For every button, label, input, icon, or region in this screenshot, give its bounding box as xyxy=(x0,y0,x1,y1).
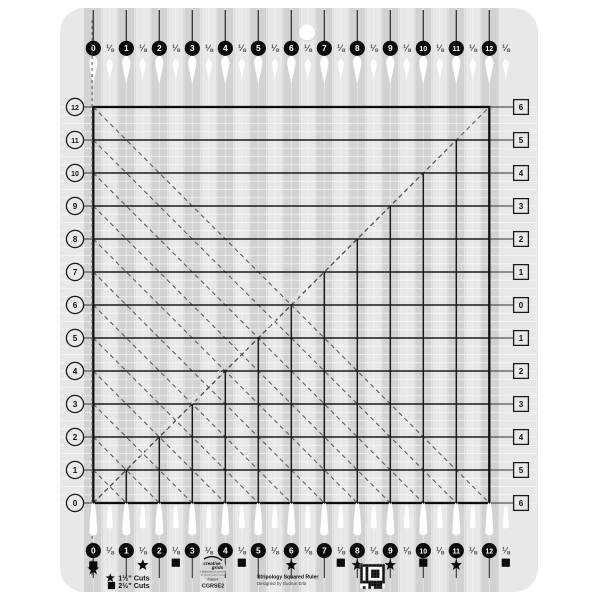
svg-text:12: 12 xyxy=(485,549,493,556)
svg-text:8: 8 xyxy=(355,546,360,556)
svg-text:⅛: ⅛ xyxy=(205,545,214,556)
svg-text:⅛: ⅛ xyxy=(370,43,379,54)
svg-text:8: 8 xyxy=(355,43,360,53)
svg-text:6: 6 xyxy=(519,103,524,112)
svg-text:⅛: ⅛ xyxy=(337,43,346,54)
svg-text:4: 4 xyxy=(519,433,524,442)
svg-text:4: 4 xyxy=(519,169,524,178)
svg-text:12: 12 xyxy=(485,46,493,53)
svg-text:Patent: Patent xyxy=(208,578,220,582)
svg-text:7: 7 xyxy=(73,268,78,277)
svg-text:⅛: ⅛ xyxy=(304,545,313,556)
svg-text:4: 4 xyxy=(223,43,228,53)
svg-text:⅛: ⅛ xyxy=(238,43,247,54)
svg-text:⅛: ⅛ xyxy=(502,43,511,54)
svg-text:11: 11 xyxy=(453,46,461,53)
svg-text:6: 6 xyxy=(519,499,524,508)
svg-text:12: 12 xyxy=(71,105,79,112)
svg-text:⅛: ⅛ xyxy=(304,43,313,54)
svg-text:11: 11 xyxy=(71,138,79,145)
svg-text:3: 3 xyxy=(190,546,195,556)
svg-text:3: 3 xyxy=(519,202,524,211)
svg-text:⅛: ⅛ xyxy=(238,545,247,556)
svg-text:4: 4 xyxy=(223,546,228,556)
svg-text:Designed by Gudrun Erla: Designed by Gudrun Erla xyxy=(257,581,307,586)
svg-text:2: 2 xyxy=(519,367,524,376)
svg-text:⅛: ⅛ xyxy=(337,545,346,556)
svg-text:1: 1 xyxy=(124,43,129,53)
svg-text:5: 5 xyxy=(519,466,524,475)
svg-text:2: 2 xyxy=(157,546,162,556)
svg-text:⅛: ⅛ xyxy=(436,43,445,54)
svg-text:⅛: ⅛ xyxy=(172,43,181,54)
svg-text:⅛: ⅛ xyxy=(502,545,511,556)
svg-text:⅛: ⅛ xyxy=(271,43,280,54)
svg-text:6: 6 xyxy=(289,43,294,53)
svg-text:0: 0 xyxy=(91,546,96,556)
svg-text:7: 7 xyxy=(322,546,327,556)
svg-text:5: 5 xyxy=(256,43,261,53)
svg-text:6: 6 xyxy=(289,546,294,556)
svg-text:1: 1 xyxy=(519,268,524,277)
svg-text:10: 10 xyxy=(419,549,427,556)
svg-text:⅛: ⅛ xyxy=(139,43,148,54)
svg-text:9: 9 xyxy=(73,202,78,211)
svg-text:1: 1 xyxy=(519,334,524,343)
svg-text:0: 0 xyxy=(73,499,78,508)
svg-text:⅛: ⅛ xyxy=(106,545,115,556)
svg-text:⅛: ⅛ xyxy=(469,545,478,556)
svg-text:10: 10 xyxy=(71,171,79,178)
svg-text:10: 10 xyxy=(419,46,427,53)
svg-text:5: 5 xyxy=(73,334,78,343)
svg-text:CGRSE2: CGRSE2 xyxy=(202,584,224,590)
svg-text:8: 8 xyxy=(73,235,78,244)
svg-text:2: 2 xyxy=(73,433,78,442)
svg-text:9: 9 xyxy=(388,43,393,53)
svg-text:0: 0 xyxy=(519,301,524,310)
svg-text:1: 1 xyxy=(124,546,129,556)
svg-text:5: 5 xyxy=(256,546,261,556)
svg-text:2½" Cuts: 2½" Cuts xyxy=(118,581,149,590)
svg-text:6: 6 xyxy=(73,301,78,310)
svg-text:⅛: ⅛ xyxy=(469,43,478,54)
svg-text:the smarter way to measure: the smarter way to measure xyxy=(201,573,227,576)
svg-text:grids: grids xyxy=(211,565,224,571)
svg-text:4: 4 xyxy=(73,367,78,376)
svg-text:Stripology Squared Ruler: Stripology Squared Ruler xyxy=(257,575,318,581)
svg-text:⅛: ⅛ xyxy=(106,43,115,54)
svg-text:5: 5 xyxy=(519,136,524,145)
svg-text:2: 2 xyxy=(157,43,162,53)
svg-text:3: 3 xyxy=(73,400,78,409)
svg-text:1: 1 xyxy=(73,466,78,475)
svg-text:9: 9 xyxy=(388,546,393,556)
svg-text:⅛: ⅛ xyxy=(205,43,214,54)
svg-text:3: 3 xyxy=(519,400,524,409)
svg-text:⅛: ⅛ xyxy=(271,545,280,556)
svg-text:⅛: ⅛ xyxy=(139,545,148,556)
svg-text:3: 3 xyxy=(190,43,195,53)
svg-text:7: 7 xyxy=(322,43,327,53)
svg-text:⅛: ⅛ xyxy=(436,545,445,556)
svg-text:⅛: ⅛ xyxy=(403,545,412,556)
svg-text:⅛: ⅛ xyxy=(172,545,181,556)
svg-text:2: 2 xyxy=(519,235,524,244)
svg-text:R MEASURING & CUTTING: R MEASURING & CUTTING xyxy=(200,571,227,574)
svg-text:11: 11 xyxy=(453,549,461,556)
svg-text:⅛: ⅛ xyxy=(403,43,412,54)
svg-text:⅛: ⅛ xyxy=(370,545,379,556)
